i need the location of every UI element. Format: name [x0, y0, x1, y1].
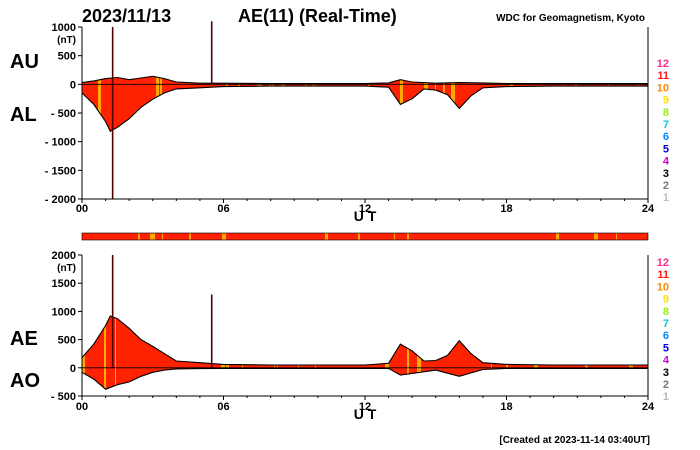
legend-count-12: 12 [657, 58, 669, 70]
y-tick-label: - 2000 [45, 194, 76, 206]
area-fill [82, 76, 648, 132]
legend-count-4: 4 [663, 156, 670, 168]
legend-count-10: 10 [657, 281, 669, 293]
legend-count-7: 7 [663, 119, 669, 131]
y-tick-label: 2000 [52, 250, 76, 262]
x-axis-label: U T [354, 208, 377, 224]
legend-count-6: 6 [663, 330, 669, 342]
y-tick-label: 500 [58, 335, 76, 347]
strip-segment [616, 233, 617, 240]
station-count-strip [81, 232, 649, 241]
y-tick-label: - 500 [51, 391, 76, 403]
legend-count-9: 9 [663, 294, 669, 306]
legend-count-9: 9 [663, 95, 669, 107]
y-tick-label: 1000 [52, 306, 76, 318]
strip-segment [162, 233, 163, 240]
strip-bar [81, 232, 649, 241]
x-tick-label: 06 [217, 401, 229, 413]
legend-count-1: 1 [663, 192, 669, 204]
legend-count-7: 7 [663, 318, 669, 330]
strip-segment [407, 233, 409, 240]
x-tick-label: 00 [76, 401, 88, 413]
y-tick-label: 1500 [52, 278, 76, 290]
panel-label-al: AL [10, 104, 37, 126]
strip-segment [189, 233, 191, 240]
y-tick-label: - 1500 [45, 165, 76, 177]
x-axis-label: U T [354, 406, 377, 422]
legend-count-11: 11 [657, 269, 669, 281]
legend-count-5: 5 [663, 342, 669, 354]
y-tick-label: 500 [58, 51, 76, 63]
x-tick-label: 24 [642, 203, 655, 215]
strip-segment [556, 233, 559, 240]
x-tick-label: 06 [217, 203, 229, 215]
y-tick-label: 0 [70, 363, 76, 375]
series-line-au [81, 75, 648, 85]
legend-count-8: 8 [663, 306, 669, 318]
legend-count-4: 4 [663, 355, 670, 367]
strip-segment [594, 233, 598, 240]
legend-count-8: 8 [663, 107, 669, 119]
legend-count-5: 5 [663, 143, 669, 155]
x-tick-label: 18 [500, 401, 512, 413]
area-fill [82, 315, 648, 390]
y-tick-label: - 500 [51, 108, 76, 120]
legend-count-3: 3 [663, 168, 669, 180]
legend-count-6: 6 [663, 131, 669, 143]
legend-count-11: 11 [657, 70, 669, 82]
x-tick-label: 12 [359, 203, 371, 215]
series-line-ae [81, 315, 648, 366]
x-tick-label: 24 [642, 401, 655, 413]
panel-label-ao: AO [10, 370, 40, 392]
y-unit-label: (nT) [57, 35, 76, 46]
panel-label-au: AU [10, 51, 39, 73]
y-tick-label: 1000 [52, 22, 76, 34]
panel-ae-ao: 2000 1500 1000 500 0 - 500 (nT) 00 06 12 18 24 U T AE… [10, 250, 655, 422]
panel-au-al: 1000 500 0 - 500 - 1000 - 1500 - 2000 (nT) 00 06 1… [10, 21, 655, 224]
series-line-ao [81, 367, 648, 390]
y-unit-label: (nT) [57, 263, 76, 274]
source-credit: WDC for Geomagnetism, Kyoto [496, 13, 645, 24]
strip-segment [222, 233, 226, 240]
plot-title: AE(11) (Real-Time) [238, 6, 397, 26]
y-tick-label: 0 [70, 79, 76, 91]
chart-panels: 1000 500 0 - 500 - 1000 - 1500 - 2000 (nT) 00 06 1… [10, 21, 655, 422]
series-line-al [81, 85, 648, 133]
strip-segment [325, 233, 328, 240]
plot-date: 2023/11/13 [82, 6, 171, 26]
legend-count-1: 1 [663, 391, 669, 403]
strip-segment [150, 233, 155, 240]
x-tick-label: 18 [500, 203, 512, 215]
legend-count-3: 3 [663, 367, 669, 379]
created-stamp: [Created at 2023-11-14 03:40UT] [499, 435, 650, 446]
legend-count-2: 2 [663, 180, 669, 192]
panel-label-ae: AE [10, 328, 38, 350]
strip-segment [138, 233, 140, 240]
x-tick-label: 12 [359, 401, 371, 413]
legend-count-12: 12 [657, 257, 669, 269]
strip-segment [394, 233, 395, 240]
strip-segment [358, 233, 360, 240]
y-tick-label: - 1000 [45, 137, 76, 149]
x-tick-label: 00 [76, 203, 88, 215]
legend-count-2: 2 [663, 379, 669, 391]
legend-count-10: 10 [657, 82, 669, 94]
